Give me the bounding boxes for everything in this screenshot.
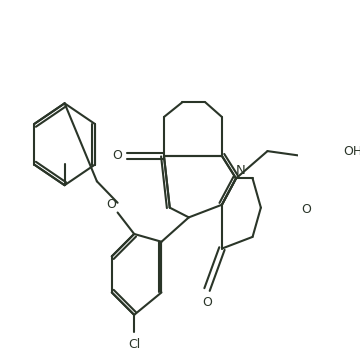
Text: Cl: Cl (128, 338, 140, 350)
Text: O: O (202, 296, 212, 309)
Text: O: O (301, 203, 311, 216)
Text: O: O (112, 149, 122, 162)
Text: N: N (235, 164, 245, 177)
Text: OH: OH (344, 145, 360, 158)
Text: O: O (106, 198, 116, 211)
